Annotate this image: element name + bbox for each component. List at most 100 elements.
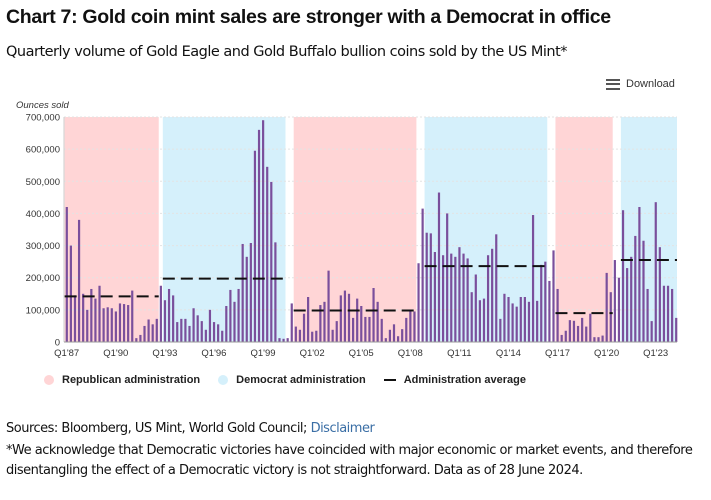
bar — [343, 290, 347, 342]
bar — [159, 285, 162, 342]
bar-chart: 0 100,000 200,000 300,000 400,000 500,000 600,… — [16, 100, 678, 359]
bar — [564, 330, 567, 342]
republican-region — [293, 117, 417, 342]
x-tick-label: Q1'20 — [594, 348, 619, 359]
bar — [425, 232, 428, 342]
legend-average[interactable]: Administration average — [383, 374, 526, 386]
legend: Republican administration Democrat admin… — [44, 374, 526, 386]
bar — [515, 306, 518, 342]
bar — [77, 219, 81, 342]
bar — [86, 309, 89, 342]
bar — [73, 295, 77, 342]
bar — [237, 288, 240, 342]
bar — [69, 245, 72, 342]
bar — [450, 253, 453, 342]
bar — [531, 215, 535, 342]
bar — [429, 233, 432, 342]
bar — [609, 292, 612, 342]
bar — [180, 318, 183, 342]
footnote: *We acknowledge that Democratic victorie… — [6, 443, 693, 478]
bar — [634, 235, 637, 342]
legend-label: Republican administration — [62, 374, 201, 386]
bar — [384, 338, 387, 342]
bar — [319, 305, 322, 342]
bar — [621, 210, 625, 342]
bar — [335, 321, 338, 342]
x-tick-label: Q1'08 — [398, 348, 423, 359]
bar — [372, 288, 375, 342]
bar — [527, 301, 531, 342]
bar — [122, 304, 126, 342]
y-tick-label: 100,000 — [26, 305, 60, 316]
x-tick-label: Q1'96 — [201, 348, 226, 359]
bar — [401, 329, 404, 342]
bar — [241, 243, 244, 342]
bar — [200, 321, 203, 342]
bar — [192, 308, 195, 342]
download-button[interactable]: Download — [606, 78, 675, 90]
bar — [311, 331, 314, 342]
bar — [486, 255, 490, 342]
bar — [286, 338, 289, 342]
bar — [675, 317, 678, 342]
legend-label: Democrat administration — [236, 374, 366, 386]
menu-icon — [606, 78, 620, 90]
bar — [589, 313, 592, 342]
bar — [388, 329, 392, 342]
bar — [127, 305, 130, 342]
bar — [98, 285, 101, 342]
y-tick-label: 200,000 — [26, 273, 60, 284]
bar — [131, 290, 134, 342]
y-tick-label: 300,000 — [26, 241, 60, 252]
bar — [90, 288, 93, 342]
bar — [617, 277, 621, 342]
bar — [441, 255, 445, 342]
y-tick-label: 700,000 — [26, 113, 60, 124]
bar — [167, 288, 171, 342]
bar — [605, 272, 608, 342]
bar — [176, 322, 179, 342]
bar — [380, 318, 383, 342]
bar — [626, 268, 629, 342]
bar — [511, 303, 514, 342]
bar — [278, 338, 281, 342]
bar — [347, 293, 351, 342]
bar — [658, 247, 661, 342]
bar — [360, 306, 363, 342]
bar — [405, 317, 408, 342]
bar — [593, 337, 596, 342]
bar — [139, 334, 142, 342]
bar — [307, 297, 310, 342]
bar — [650, 321, 653, 342]
democrat-region — [424, 117, 548, 342]
x-tick-label: Q1'93 — [152, 348, 177, 359]
x-tick-label: Q1'02 — [300, 348, 325, 359]
bar — [82, 293, 85, 342]
bar — [478, 300, 481, 342]
bar — [217, 324, 220, 342]
legend-republican[interactable]: Republican administration — [44, 374, 200, 386]
bar — [188, 325, 191, 342]
bar — [601, 335, 604, 342]
bar — [507, 297, 510, 342]
x-tick-label: Q1'87 — [54, 348, 79, 359]
disclaimer-link[interactable]: Disclaimer — [310, 421, 375, 436]
bar — [94, 298, 97, 342]
democrat-swatch — [218, 375, 229, 385]
bar — [433, 252, 436, 342]
bar — [454, 256, 457, 342]
bar — [503, 293, 506, 342]
bar — [233, 301, 236, 342]
bar — [172, 295, 175, 342]
bar — [568, 320, 571, 342]
bar — [396, 336, 400, 342]
bar — [523, 297, 526, 342]
bar — [331, 329, 334, 342]
bar — [421, 208, 424, 342]
legend-democrat[interactable]: Democrat administration — [218, 374, 366, 386]
x-tick-label: Q1'23 — [643, 348, 668, 359]
bar — [110, 308, 113, 342]
chart-subtitle: Quarterly volume of Gold Eagle and Gold … — [6, 44, 568, 60]
download-label: Download — [626, 78, 675, 90]
bar — [245, 256, 248, 342]
